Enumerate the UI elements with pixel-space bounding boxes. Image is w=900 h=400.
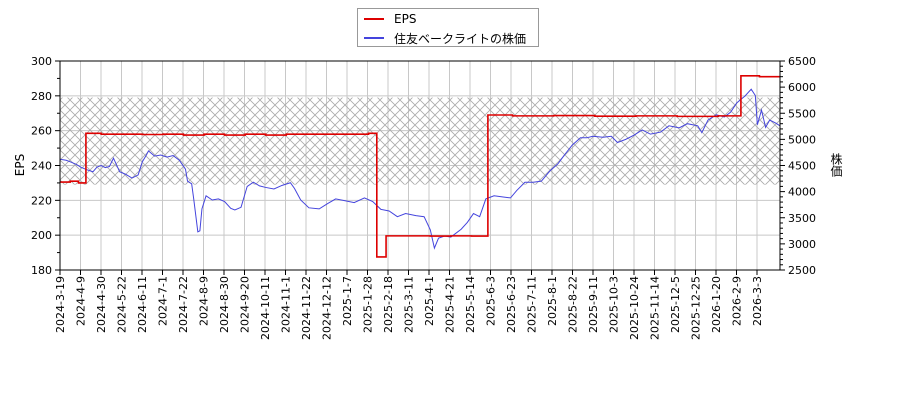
svg-text:2025-6-23: 2025-6-23	[505, 276, 518, 333]
svg-text:2024-4-9: 2024-4-9	[75, 276, 88, 326]
svg-text:4000: 4000	[788, 186, 816, 199]
svg-text:2024-12-12: 2024-12-12	[321, 276, 334, 340]
svg-text:260: 260	[31, 125, 52, 138]
x-axis: 2024-3-19 2024-4-9 2024-4-30 2024-5-22 2024-…	[54, 270, 764, 340]
legend-swatch-stock-price	[364, 37, 384, 39]
svg-text:240: 240	[31, 160, 52, 173]
svg-text:2025-8-22: 2025-8-22	[567, 276, 580, 333]
svg-text:2024-10-11: 2024-10-11	[259, 276, 272, 340]
svg-text:2025-2-18: 2025-2-18	[382, 276, 395, 333]
legend-swatch-eps	[364, 18, 384, 20]
svg-text:6000: 6000	[788, 81, 816, 94]
svg-text:2024-11-1: 2024-11-1	[280, 276, 293, 333]
svg-text:2024-6-11: 2024-6-11	[136, 276, 149, 333]
svg-text:2024-7-1: 2024-7-1	[157, 276, 170, 326]
svg-text:3000: 3000	[788, 238, 816, 251]
svg-text:2024-8-9: 2024-8-9	[198, 276, 211, 326]
left-axis-title: EPS	[13, 154, 27, 176]
right-axis: 2500 3000 3500 4000 4500 5000 5500 6000 6500	[780, 55, 816, 277]
stock-price-line	[60, 88, 780, 250]
eps-line	[60, 75, 780, 258]
svg-text:2024-8-30: 2024-8-30	[218, 276, 231, 333]
svg-text:5000: 5000	[788, 133, 816, 146]
svg-text:2025-3-11: 2025-3-11	[403, 276, 416, 333]
svg-text:300: 300	[31, 55, 52, 68]
svg-text:2025-4-21: 2025-4-21	[444, 276, 457, 333]
legend-item-eps: EPS	[358, 10, 416, 28]
svg-text:6500: 6500	[788, 55, 816, 68]
legend: EPS 住友ベークライトの株価	[357, 8, 539, 47]
left-axis: 180 200 220 240 260 280 300	[31, 55, 60, 277]
svg-text:2025-12-5: 2025-12-5	[669, 276, 682, 333]
svg-text:2025-12-25: 2025-12-25	[690, 276, 703, 340]
svg-text:2025-4-1: 2025-4-1	[423, 276, 436, 326]
svg-text:3500: 3500	[788, 212, 816, 225]
svg-text:2026-3-3: 2026-3-3	[751, 276, 764, 326]
svg-text:2025-1-28: 2025-1-28	[362, 276, 375, 333]
svg-text:2025-1-7: 2025-1-7	[341, 276, 354, 326]
svg-text:2024-4-30: 2024-4-30	[95, 276, 108, 333]
legend-label-stock-price: 住友ベークライトの株価	[394, 31, 527, 46]
legend-label-eps: EPS	[394, 12, 417, 26]
svg-text:2025-11-14: 2025-11-14	[649, 276, 662, 340]
series-layer	[60, 75, 780, 258]
svg-text:2025-8-1: 2025-8-1	[546, 276, 559, 326]
svg-text:5500: 5500	[788, 107, 816, 120]
svg-text:2500: 2500	[788, 264, 816, 277]
legend-item-stock-price: 住友ベークライトの株価	[358, 29, 526, 47]
svg-text:2026-2-9: 2026-2-9	[731, 276, 744, 326]
svg-text:2024-3-19: 2024-3-19	[54, 276, 67, 333]
svg-text:2025-7-11: 2025-7-11	[526, 276, 539, 333]
svg-text:2025-9-11: 2025-9-11	[587, 276, 600, 333]
svg-text:280: 280	[31, 90, 52, 103]
svg-text:4500: 4500	[788, 160, 816, 173]
right-axis-title: 株価	[829, 152, 843, 177]
svg-text:2025-6-3: 2025-6-3	[485, 276, 498, 326]
svg-text:2024-5-22: 2024-5-22	[116, 276, 129, 333]
svg-text:2026-1-20: 2026-1-20	[710, 276, 723, 333]
shaded-band	[60, 97, 780, 185]
svg-text:200: 200	[31, 229, 52, 242]
svg-text:2025-10-3: 2025-10-3	[608, 276, 621, 333]
svg-text:2025-5-14: 2025-5-14	[464, 276, 477, 333]
svg-text:180: 180	[31, 264, 52, 277]
svg-text:2024-9-20: 2024-9-20	[239, 276, 252, 333]
svg-text:220: 220	[31, 194, 52, 207]
svg-text:2024-11-22: 2024-11-22	[300, 276, 313, 340]
svg-text:2025-10-24: 2025-10-24	[628, 276, 641, 340]
svg-text:2024-7-22: 2024-7-22	[177, 276, 190, 333]
